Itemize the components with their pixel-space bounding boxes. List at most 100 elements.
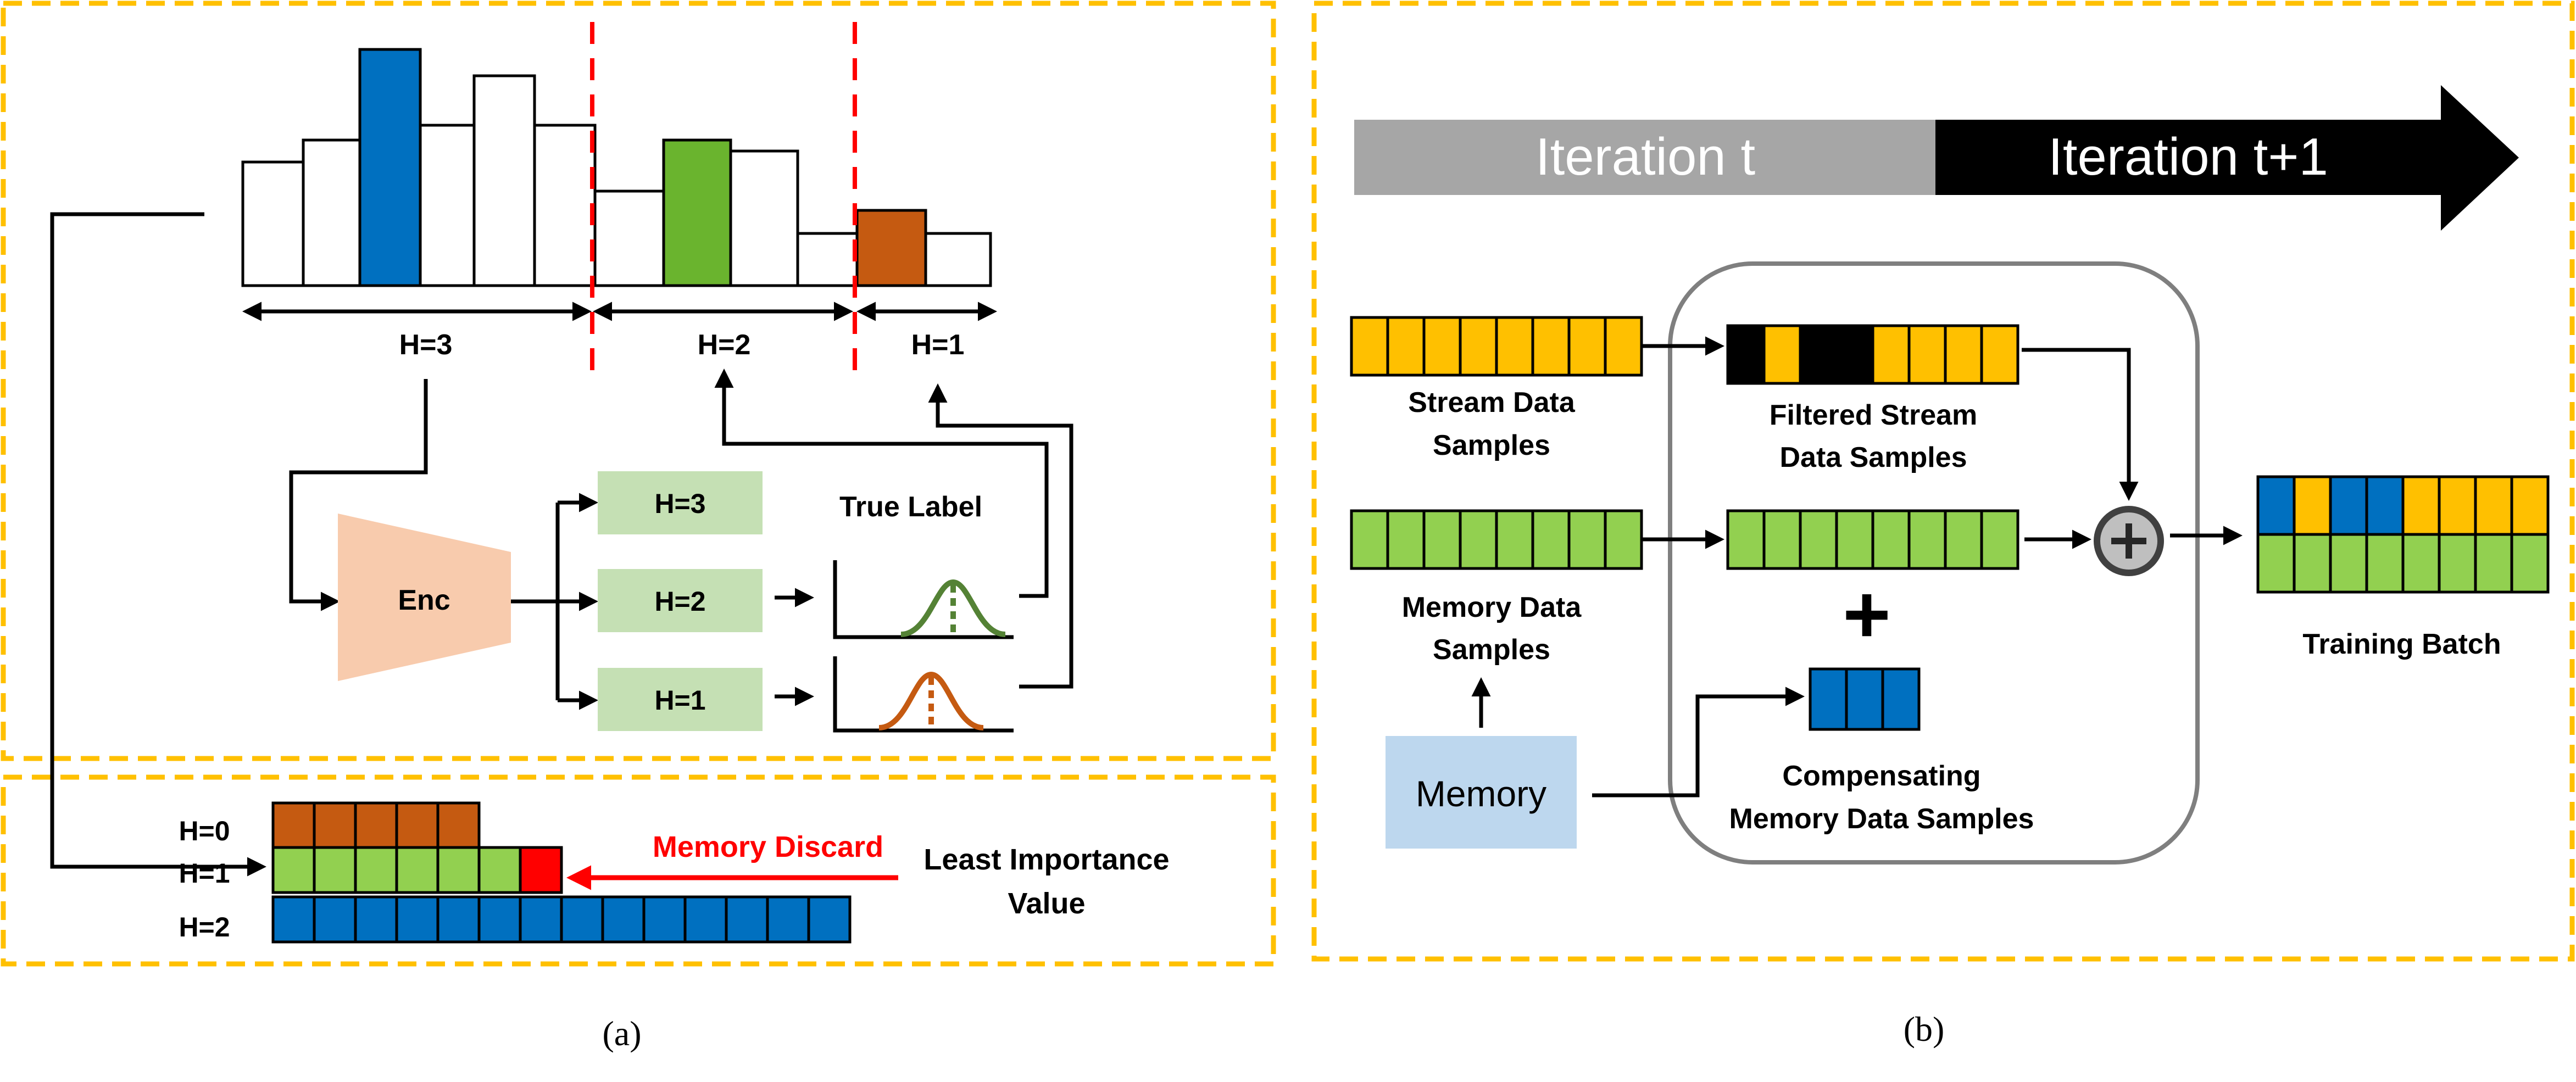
filtered-cell [1726,324,1766,385]
head-label-h2: H=2 [654,586,705,617]
memory-cell-h2 [313,895,357,944]
memory-data-cell [1422,509,1462,570]
training-batch-label: Training Batch [2302,628,2501,660]
compensating-cell [1809,667,1848,731]
batch-top-cell [2510,475,2550,536]
filtered-label-line2: Data Samples [1779,442,1967,473]
memory-data-cells [1350,509,1643,570]
histogram-bar [924,232,992,287]
memory-copy-cells [1726,509,2019,570]
histogram-bar [419,124,476,287]
feedback-arrow-to-h1 [928,383,1073,689]
stream-cell [1459,316,1498,377]
memory-cell-h2 [725,895,769,944]
memory-data-cell [1604,509,1643,570]
stream-cell [1350,316,1389,377]
panel-a-caption: (a) [602,1014,641,1053]
histogram-bar [593,189,665,287]
batch-bottom-cell [2365,533,2405,594]
filter-container [1668,261,2200,865]
memory-cell-h1 [313,846,357,894]
memory-copy-cell [1871,509,1911,570]
panel-b-frame [1311,1,2575,962]
histogram-bar [472,74,536,287]
batch-bottom-cell [2256,533,2296,594]
batch-bottom-cell [2438,533,2477,594]
stream-cell [1567,316,1607,377]
filtered-label-line1: Filtered Stream [1770,399,1978,431]
head-box-h1 [598,668,763,731]
histogram-bar [241,160,305,287]
memory-cell-h2 [354,895,398,944]
memory-cell-h0 [354,801,398,850]
memory-cell-h2 [477,895,522,944]
head-box-h2 [598,569,763,632]
histogram-bar [302,138,361,287]
stream-label-line2: Samples [1433,430,1550,461]
encoder-label: Enc [398,584,450,616]
head-label-h3: H=3 [654,488,705,519]
route-arrow-to-memory [50,212,266,877]
stream-data-cells [1350,316,1643,377]
feedback-arrow-to-h2 [714,369,1049,598]
memory-row-label-h2: H=2 [179,912,230,942]
memory-copy-cell [1799,509,1838,570]
memory-cell-h2 [642,895,687,944]
memory-copy-cell [1726,509,1766,570]
compensating-label-line1: Compensating [1782,760,1980,792]
memory-samples-label-line1: Memory Data [1402,592,1582,623]
filtered-cell [1907,324,1947,385]
memory-cell-h0 [271,801,316,850]
panel-a-lower-frame [1,774,1276,967]
memory-data-cell [1459,509,1498,570]
memory-samples-label-line2: Samples [1433,634,1550,666]
memory-data-cell [1386,509,1426,570]
iteration-t1-arrow [1935,85,2519,231]
compensating-cells [1809,667,1921,731]
memory-rows [271,801,852,944]
memory-copy-cell [1762,509,1802,570]
histogram-bar-highlight-green [662,138,732,287]
memory-cell-h2 [395,895,439,944]
batch-top-cell [2401,475,2441,536]
memory-cell-h2 [560,895,604,944]
range-label-h2: H=2 [698,329,751,361]
memory-cell-h1 [354,846,398,894]
iteration-t-label: Iteration t [1535,127,1755,186]
least-importance-label-line1: Least Importance [923,843,1169,876]
histogram-bar [533,124,597,287]
true-label-heading: True Label [839,491,982,523]
memory-cell-h2 [271,895,316,944]
memory-box [1386,736,1577,849]
memory-row-label-h1: H=1 [179,858,230,889]
batch-bottom-cell [2510,533,2550,594]
memory-cell-h2 [601,895,646,944]
filtered-stream-cells [1726,324,2019,385]
memory-cell-h1 [271,846,316,894]
memory-to-comp-arrow [1592,687,1805,797]
batch-top-cell [2474,475,2513,536]
panel-a: H=3 H=2 H=1 Enc H=3 H=2 H=1 True Label [1,1,1276,1053]
batch-top-cell [2438,475,2477,536]
stream-cell [1386,316,1426,377]
stream-cell [1495,316,1534,377]
memory-copy-cell [1835,509,1874,570]
memory-copy-cell [1944,509,1983,570]
batch-bottom-cell [2293,533,2332,594]
filtered-cell [1762,324,1802,385]
memory-cell-h0 [436,801,481,850]
head-label-h1: H=1 [654,685,705,716]
memory-cell-h1 [436,846,481,894]
filtered-cell [1799,324,1838,385]
range-label-h1: H=1 [911,329,965,361]
stream-label-line1: Stream Data [1408,387,1576,419]
training-batch-cells [2256,475,2550,594]
histogram-bar [729,149,799,287]
batch-bottom-cell [2401,533,2441,594]
memory-copy-cell [1907,509,1947,570]
head-box-h3 [598,471,763,534]
memory-data-cell [1567,509,1607,570]
sum-operator-icon [2094,506,2164,576]
range-label-h3: H=3 [399,329,453,361]
